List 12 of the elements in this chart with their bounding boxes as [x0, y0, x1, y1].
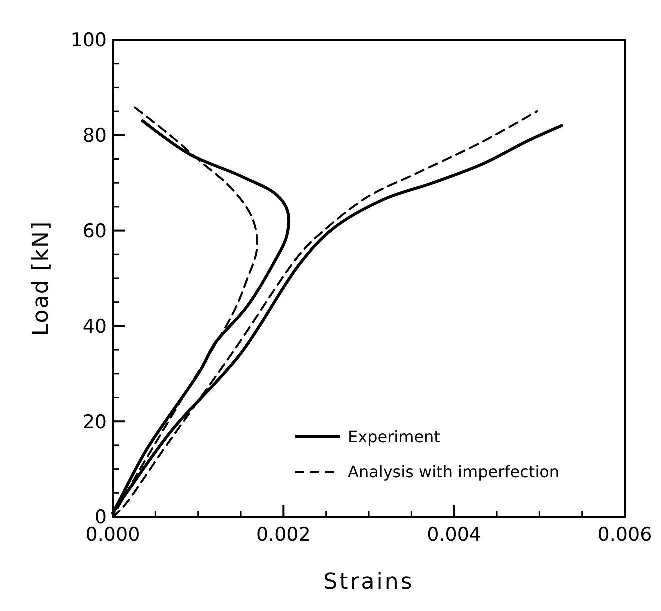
- y-tick-label: 20: [82, 411, 107, 434]
- legend-label: Analysis with imperfection: [348, 462, 560, 482]
- x-tick-label: 0.006: [598, 524, 652, 546]
- x-axis-title: Strains: [324, 570, 414, 595]
- x-tick-label: 0.004: [427, 524, 482, 546]
- y-tick-label: 40: [82, 316, 107, 338]
- y-tick-label: 100: [70, 30, 107, 52]
- y-tick-label: 80: [82, 125, 107, 148]
- x-tick-label: 0.002: [256, 524, 311, 546]
- legend-label: Experiment: [348, 428, 440, 447]
- y-axis-title: Load [kN]: [29, 220, 54, 336]
- y-tick-label: 60: [82, 220, 107, 242]
